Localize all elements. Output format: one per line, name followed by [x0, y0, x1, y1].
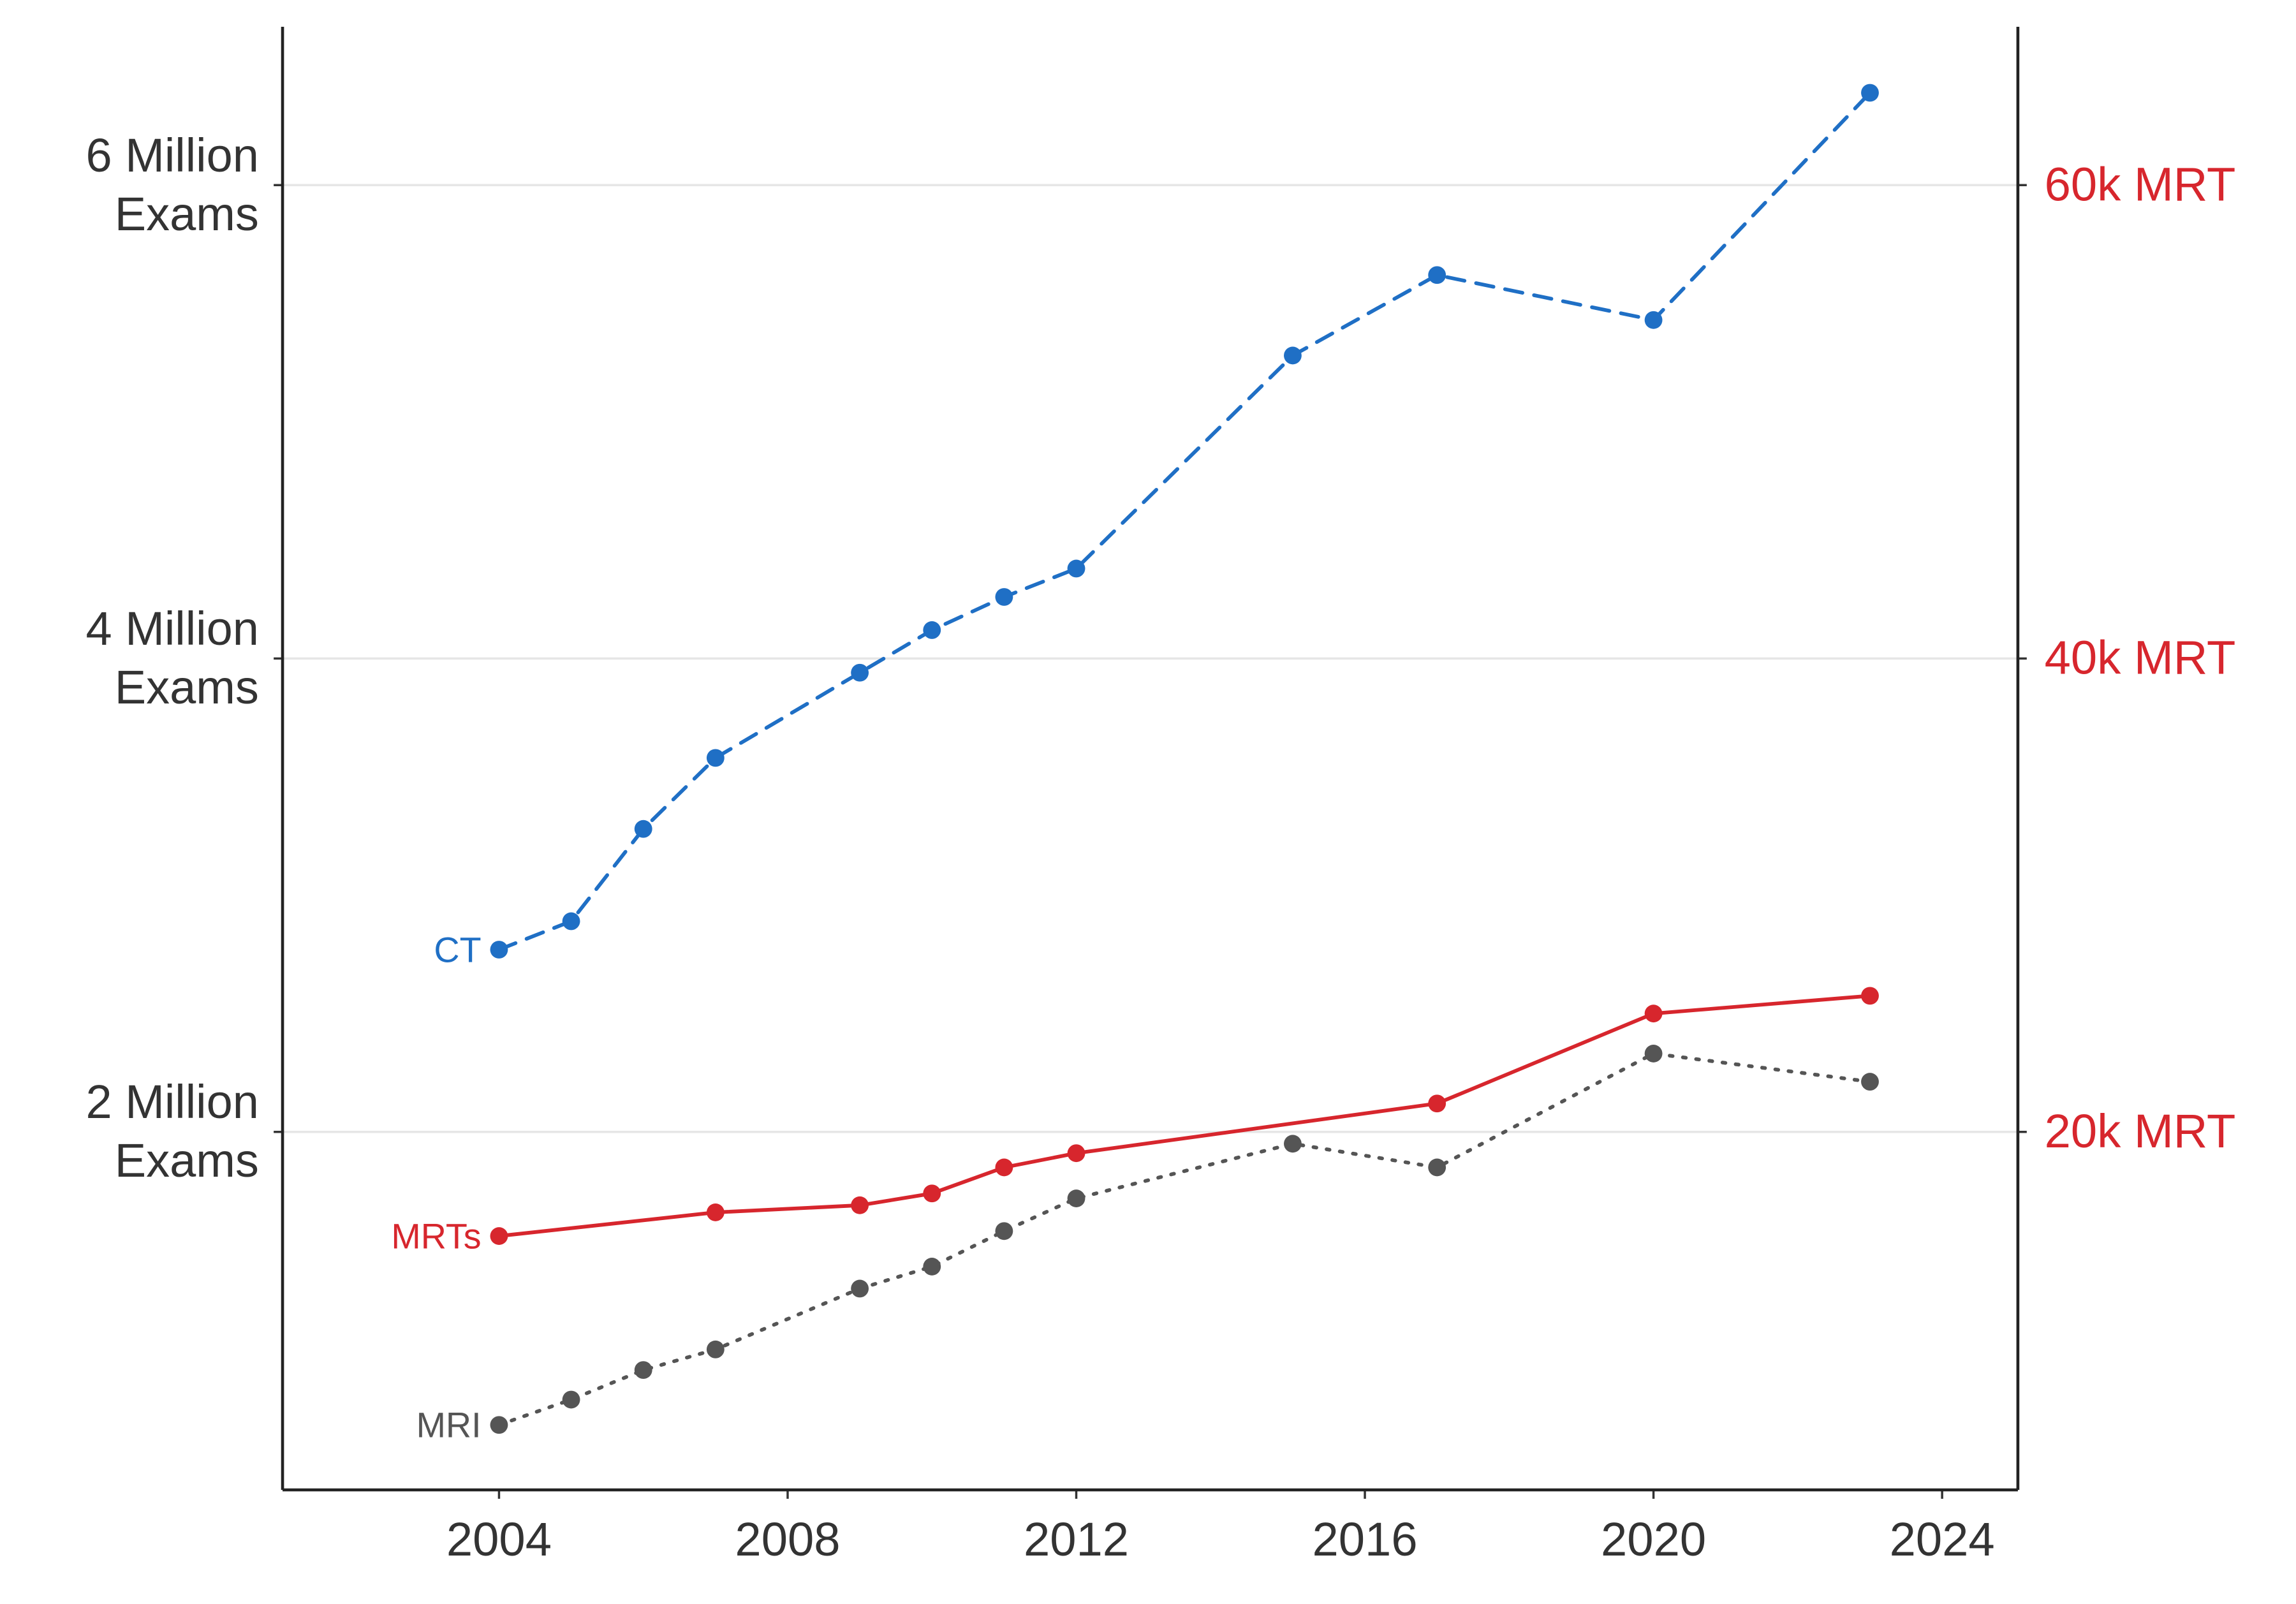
- data-point: [1861, 84, 1879, 102]
- y2-tick-label: 20k MRT: [2045, 1105, 2236, 1158]
- data-point: [562, 1390, 580, 1409]
- data-point: [995, 1158, 1013, 1177]
- series-label: MRTs: [391, 1216, 481, 1256]
- data-point: [1067, 1189, 1085, 1207]
- y-tick-label: 2 Million Exams: [85, 1075, 259, 1188]
- data-point: [1284, 346, 1302, 365]
- y-tick-label: 6 Million Exams: [85, 128, 259, 240]
- data-point: [1644, 311, 1663, 329]
- y2-tick-label: 60k MRT: [2045, 158, 2236, 210]
- data-point: [923, 1184, 941, 1203]
- x-tick-label: 2016: [1312, 1513, 1417, 1566]
- x-tick-label: 2024: [1890, 1513, 1995, 1566]
- series-label: CT: [434, 930, 481, 969]
- series-line: [497, 1051, 1872, 1427]
- data-point: [923, 1258, 941, 1276]
- data-point: [562, 912, 580, 931]
- data-point: [1067, 559, 1085, 578]
- data-point: [1644, 1045, 1663, 1063]
- y2-tick-label: 40k MRT: [2045, 631, 2236, 684]
- series-line: [497, 994, 1872, 1238]
- data-point: [923, 621, 941, 639]
- x-tick-label: 2012: [1024, 1513, 1129, 1566]
- data-point: [634, 1361, 652, 1380]
- data-point: [851, 663, 869, 682]
- data-point: [490, 941, 508, 959]
- data-point: [851, 1279, 869, 1298]
- data-point: [634, 820, 652, 838]
- x-tick-label: 2004: [446, 1513, 552, 1566]
- series-line: [497, 91, 1872, 952]
- data-point: [490, 1416, 508, 1434]
- x-tick-label: 2020: [1601, 1513, 1706, 1566]
- data-point: [1861, 1073, 1879, 1091]
- data-point: [1428, 266, 1446, 284]
- data-point: [490, 1227, 508, 1245]
- y-tick-label: 4 Million Exams: [85, 602, 259, 714]
- data-point: [1428, 1158, 1446, 1177]
- data-point: [706, 1340, 725, 1358]
- data-point: [706, 1203, 725, 1221]
- series-label: MRI: [416, 1406, 482, 1445]
- x-tick-label: 2008: [735, 1513, 840, 1566]
- data-point: [706, 749, 725, 767]
- data-point: [1284, 1135, 1302, 1153]
- data-point: [1067, 1144, 1085, 1163]
- data-point: [995, 1222, 1013, 1240]
- data-point: [1861, 987, 1879, 1005]
- data-point: [851, 1196, 869, 1214]
- data-point: [995, 588, 1013, 606]
- data-point: [1644, 1004, 1663, 1023]
- data-point: [1428, 1094, 1446, 1113]
